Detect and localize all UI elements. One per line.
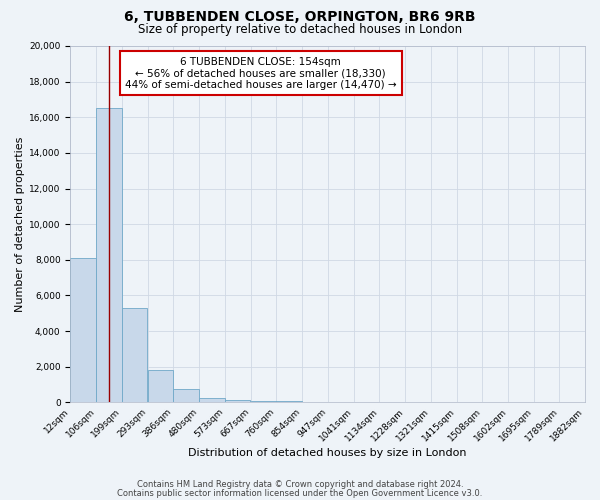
Bar — [122, 308, 148, 402]
Bar — [173, 389, 199, 402]
Text: Size of property relative to detached houses in London: Size of property relative to detached ho… — [138, 22, 462, 36]
Bar — [199, 398, 225, 402]
Text: 6 TUBBENDEN CLOSE: 154sqm
← 56% of detached houses are smaller (18,330)
44% of s: 6 TUBBENDEN CLOSE: 154sqm ← 56% of detac… — [125, 56, 397, 90]
Bar — [70, 258, 96, 402]
Y-axis label: Number of detached properties: Number of detached properties — [15, 136, 25, 312]
Text: 6, TUBBENDEN CLOSE, ORPINGTON, BR6 9RB: 6, TUBBENDEN CLOSE, ORPINGTON, BR6 9RB — [124, 10, 476, 24]
Bar — [251, 400, 277, 402]
Bar — [148, 370, 173, 402]
Text: Contains HM Land Registry data © Crown copyright and database right 2024.: Contains HM Land Registry data © Crown c… — [137, 480, 463, 489]
X-axis label: Distribution of detached houses by size in London: Distribution of detached houses by size … — [188, 448, 467, 458]
Bar — [96, 108, 122, 403]
Text: Contains public sector information licensed under the Open Government Licence v3: Contains public sector information licen… — [118, 488, 482, 498]
Bar — [225, 400, 250, 402]
